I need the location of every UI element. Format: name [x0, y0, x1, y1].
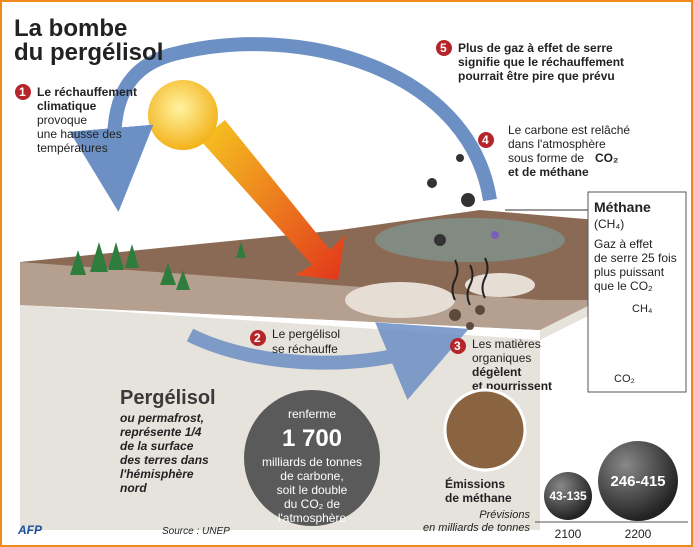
carbon-text: de carbone,	[280, 469, 343, 483]
methane-text: plus puissant	[594, 265, 665, 279]
carbon-text: milliards de tonnes	[262, 455, 362, 469]
methane-title: Méthane	[594, 199, 651, 215]
emissions-subtitle: en milliards de tonnes	[423, 522, 531, 534]
permafrost-title: Pergélisol	[120, 387, 216, 409]
step-text: températures	[37, 141, 108, 155]
step-text: climatique	[37, 99, 97, 113]
thaw-pocket	[465, 273, 535, 297]
molecule-label: CO₂	[614, 373, 635, 385]
permafrost-text: l'hémisphère	[120, 467, 194, 481]
step-text: Le réchauffement	[37, 85, 137, 99]
page: {"title": {"lines": ["La bombe", "du per…	[0, 0, 693, 547]
carbon-text: du CO₂ de	[284, 497, 340, 511]
step-number: 3	[454, 339, 461, 353]
source: Source : UNEP	[162, 526, 230, 537]
emissions-subtitle: Prévisions	[479, 509, 530, 521]
carbon-text: l'atmosphère	[278, 511, 347, 525]
emissions-title: Émissions	[445, 476, 505, 491]
molecule-label: CH₄	[632, 303, 653, 315]
step-number: 2	[254, 331, 261, 345]
soil-image	[445, 390, 525, 470]
thaw-pocket	[345, 282, 455, 318]
step-text: se réchauffe	[272, 342, 338, 356]
carbon-text: soit le double	[277, 483, 348, 497]
methane-text: que le CO₂	[594, 279, 653, 293]
permafrost-text: de la surface	[120, 439, 194, 453]
infographic: La bombe du pergélisol 1 2 3 4 5 Le réch…	[0, 0, 693, 547]
permafrost-text: nord	[120, 481, 147, 495]
emissions-title: de méthane	[445, 491, 512, 505]
sun	[148, 80, 218, 150]
year-label: 2100	[555, 527, 582, 541]
lake	[375, 218, 565, 262]
step-text: provoque	[37, 113, 87, 127]
step-number: 4	[482, 133, 489, 147]
title: du pergélisol	[14, 39, 163, 66]
permafrost-text: ou permafrost,	[120, 411, 204, 425]
step-text: dégèlent	[472, 365, 521, 379]
bubble-label: 246-415	[610, 473, 665, 490]
step-text: Les matières	[472, 337, 541, 351]
step-text: organiques	[472, 351, 531, 365]
year-label: 2200	[625, 527, 652, 541]
agency: AFP	[17, 523, 43, 537]
step-text: Le carbone est relâché	[508, 123, 630, 137]
methane-formula: (CH₄)	[594, 217, 624, 231]
methane-text: Gaz à effet	[594, 237, 653, 251]
step-text: dans l'atmosphère	[508, 137, 606, 151]
methane-text: de serre 25 fois	[594, 251, 677, 265]
step-text: CO₂	[595, 151, 618, 165]
bubble-label: 43-135	[549, 489, 587, 503]
step-text: une hausse des	[37, 127, 122, 141]
step-text: sous forme de	[508, 151, 584, 165]
permafrost-text: représente 1/4	[120, 425, 202, 439]
title: La bombe	[14, 15, 127, 42]
step-text: pourrait être pire que prévu	[458, 69, 615, 83]
step-text: et de méthane	[508, 165, 589, 179]
step-number: 1	[19, 85, 26, 99]
permafrost-text: des terres dans	[120, 453, 209, 467]
step-text: Plus de gaz à effet de serre	[458, 41, 613, 55]
step-number: 5	[440, 41, 447, 55]
carbon-amount: 1 700	[282, 425, 342, 452]
step-text: Le pergélisol	[272, 327, 340, 341]
step-text: signifie que le réchauffement	[458, 55, 624, 69]
carbon-text: renferme	[288, 407, 336, 421]
